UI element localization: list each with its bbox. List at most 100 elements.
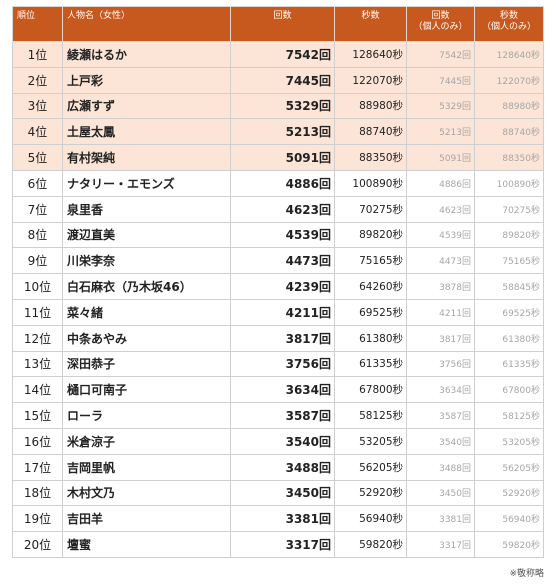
count-cell: 4539回: [230, 221, 335, 249]
name-cell: 白石麻衣（乃木坂46）: [62, 273, 231, 300]
table-row: 11位 菜々緒 4211回 69525秒 4211回 69525秒: [12, 298, 544, 326]
seconds-cell: 122070秒: [334, 66, 407, 94]
seconds-cell: 88350秒: [334, 144, 407, 171]
rank-cell: 5位: [12, 144, 63, 171]
seconds-cell: 100890秒: [334, 169, 407, 197]
personal-count-cell: 7445回: [406, 66, 475, 94]
personal-seconds-cell: 53205秒: [474, 427, 544, 455]
personal-count-cell: 3817回: [406, 324, 475, 352]
table-header: 順位 人物名（女性） 回数 秒数 回数 （個人のみ） 秒数 （個人のみ）: [12, 6, 544, 42]
personal-count-cell: 3587回: [406, 402, 475, 429]
header-personal-seconds-line1: 秒数: [499, 11, 518, 21]
seconds-cell: 89820秒: [334, 221, 407, 249]
personal-count-cell: 3756回: [406, 350, 475, 378]
personal-count-cell: 4211回: [406, 298, 475, 326]
rank-cell: 20位: [12, 531, 63, 558]
seconds-cell: 58125秒: [334, 402, 407, 429]
name-cell: 上戸彩: [62, 66, 231, 94]
rank-cell: 12位: [12, 324, 63, 352]
ranking-table: 順位 人物名（女性） 回数 秒数 回数 （個人のみ） 秒数 （個人のみ） 1位綾…: [12, 6, 544, 558]
rank-cell: 14位: [12, 376, 63, 404]
header-name: 人物名（女性）: [62, 6, 231, 42]
seconds-cell: 88980秒: [334, 92, 407, 120]
personal-seconds-cell: 58125秒: [474, 402, 544, 429]
seconds-cell: 52920秒: [334, 479, 407, 507]
name-cell: 有村架純: [62, 144, 231, 171]
ranking-table-container: 順位 人物名（女性） 回数 秒数 回数 （個人のみ） 秒数 （個人のみ） 1位綾…: [12, 6, 544, 558]
personal-count-cell: 3450回: [406, 479, 475, 507]
personal-count-cell: 5091回: [406, 144, 475, 171]
rank-cell: 9位: [12, 247, 63, 275]
header-personal-seconds-line2: （個人のみ）: [481, 22, 536, 32]
table-row: 4位 土屋太鳳 5213回 88740秒 5213回 88740秒: [12, 118, 544, 146]
table-row: 3位 広瀬すず 5329回 88980秒 5329回 88980秒: [12, 92, 544, 120]
personal-seconds-cell: 67800秒: [474, 376, 544, 404]
name-cell: 中条あやみ: [62, 324, 231, 352]
count-cell: 4239回: [230, 273, 335, 300]
table-row: 5位 有村架純 5091回 88350秒 5091回 88350秒: [12, 144, 544, 171]
count-cell: 3488回: [230, 453, 335, 481]
name-cell: 広瀬すず: [62, 92, 231, 120]
count-cell: 3817回: [230, 324, 335, 352]
table-row: 16位 米倉涼子 3540回 53205秒 3540回 53205秒: [12, 427, 544, 455]
table-row: 13位 深田恭子 3756回 61335秒 3756回 61335秒: [12, 350, 544, 378]
personal-seconds-cell: 70275秒: [474, 195, 544, 223]
personal-seconds-cell: 58845秒: [474, 273, 544, 300]
name-cell: 深田恭子: [62, 350, 231, 378]
seconds-cell: 128640秒: [334, 41, 407, 68]
personal-seconds-cell: 56205秒: [474, 453, 544, 481]
seconds-cell: 61380秒: [334, 324, 407, 352]
seconds-cell: 61335秒: [334, 350, 407, 378]
table-row: 7位 泉里香 4623回 70275秒 4623回 70275秒: [12, 195, 544, 223]
count-cell: 3317回: [230, 531, 335, 558]
count-cell: 4623回: [230, 195, 335, 223]
rank-cell: 19位: [12, 505, 63, 533]
name-cell: ローラ: [62, 402, 231, 429]
rank-cell: 6位: [12, 169, 63, 197]
count-cell: 4473回: [230, 247, 335, 275]
count-cell: 7445回: [230, 66, 335, 94]
table-row: 12位 中条あやみ 3817回 61380秒 3817回 61380秒: [12, 324, 544, 352]
rank-cell: 2位: [12, 66, 63, 94]
seconds-cell: 56205秒: [334, 453, 407, 481]
seconds-cell: 88740秒: [334, 118, 407, 146]
table-row: 8位 渡辺直美 4539回 89820秒 4539回 89820秒: [12, 221, 544, 249]
rank-cell: 3位: [12, 92, 63, 120]
personal-count-cell: 3878回: [406, 273, 475, 300]
header-personal-count-line2: （個人のみ）: [413, 22, 468, 32]
name-cell: 吉田羊: [62, 505, 231, 533]
count-cell: 3540回: [230, 427, 335, 455]
seconds-cell: 59820秒: [334, 531, 407, 558]
name-cell: 泉里香: [62, 195, 231, 223]
count-cell: 3634回: [230, 376, 335, 404]
seconds-cell: 67800秒: [334, 376, 407, 404]
seconds-cell: 70275秒: [334, 195, 407, 223]
rank-cell: 7位: [12, 195, 63, 223]
rank-cell: 13位: [12, 350, 63, 378]
personal-count-cell: 3540回: [406, 427, 475, 455]
rank-cell: 18位: [12, 479, 63, 507]
seconds-cell: 53205秒: [334, 427, 407, 455]
personal-count-cell: 3381回: [406, 505, 475, 533]
personal-seconds-cell: 52920秒: [474, 479, 544, 507]
rank-cell: 10位: [12, 273, 63, 300]
table-row: 6位 ナタリー・エモンズ 4886回 100890秒 4886回 100890秒: [12, 169, 544, 197]
personal-seconds-cell: 89820秒: [474, 221, 544, 249]
rank-cell: 8位: [12, 221, 63, 249]
personal-count-cell: 4539回: [406, 221, 475, 249]
personal-seconds-cell: 61380秒: [474, 324, 544, 352]
header-seconds: 秒数: [334, 6, 407, 42]
name-cell: ナタリー・エモンズ: [62, 169, 231, 197]
personal-count-cell: 5213回: [406, 118, 475, 146]
table-row: 17位 吉岡里帆 3488回 56205秒 3488回 56205秒: [12, 453, 544, 481]
table-row: 14位 樋口可南子 3634回 67800秒 3634回 67800秒: [12, 376, 544, 404]
rank-cell: 11位: [12, 298, 63, 326]
name-cell: 米倉涼子: [62, 427, 231, 455]
count-cell: 5091回: [230, 144, 335, 171]
table-row: 2位 上戸彩 7445回 122070秒 7445回 122070秒: [12, 66, 544, 94]
name-cell: 土屋太鳳: [62, 118, 231, 146]
personal-seconds-cell: 88350秒: [474, 144, 544, 171]
personal-seconds-cell: 69525秒: [474, 298, 544, 326]
header-personal-count: 回数 （個人のみ）: [406, 6, 475, 42]
rank-cell: 16位: [12, 427, 63, 455]
